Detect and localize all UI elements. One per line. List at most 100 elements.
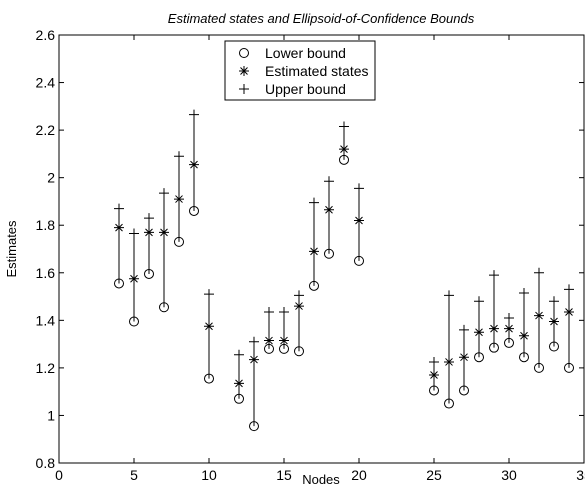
upper-bound-point <box>474 296 484 307</box>
lower-bound-point <box>354 255 364 266</box>
upper-bound-point <box>279 307 289 318</box>
upper-bound-point <box>204 289 214 300</box>
y-tick-label: 2.6 <box>36 27 56 43</box>
estimated-states-point <box>159 227 169 238</box>
lower-bound-point <box>114 278 124 289</box>
y-tick-label: 1.6 <box>36 265 56 281</box>
x-axis-label: Nodes <box>302 472 340 484</box>
upper-bound-point <box>249 336 259 347</box>
y-tick-label: 0.8 <box>36 455 56 471</box>
data-marks <box>114 109 574 432</box>
estimated-states-point <box>324 204 334 215</box>
lower-bound-point <box>534 362 544 373</box>
y-tick-label: 1.4 <box>36 312 56 328</box>
estimated-states-point <box>129 273 139 284</box>
estimated-states-point <box>294 301 304 312</box>
estimated-states-point <box>144 227 154 238</box>
upper-bound-point <box>519 287 529 298</box>
chart-title: Estimated states and Ellipsoid-of-Confid… <box>168 11 475 26</box>
estimated-states-point <box>519 330 529 341</box>
lower-bound-point <box>144 268 154 279</box>
upper-bound-point <box>564 284 574 295</box>
legend-box <box>224 40 376 101</box>
upper-bound-point <box>324 176 334 187</box>
upper-bound-point <box>429 356 439 367</box>
upper-bound-point <box>114 203 124 214</box>
lower-bound-point <box>474 352 484 363</box>
lower-bound-point <box>294 346 304 357</box>
lower-bound-point <box>159 302 169 313</box>
lower-bound-point <box>519 352 529 363</box>
lower-bound-point <box>174 236 184 247</box>
lower-bound-point <box>309 280 319 291</box>
estimated-states-point <box>264 335 274 346</box>
estimated-states-point <box>534 310 544 321</box>
estimated-states-point <box>339 144 349 155</box>
lower-bound-point <box>459 385 469 396</box>
y-tick-label: 1 <box>47 407 55 423</box>
upper-bound-point <box>549 296 559 307</box>
upper-bound-point <box>159 188 169 199</box>
upper-bound-point <box>264 307 274 318</box>
estimated-states-point <box>564 307 574 318</box>
legend-lower-bound-label: Lower bound <box>265 45 346 61</box>
lower-bound-point <box>249 421 259 432</box>
estimated-states-point <box>459 352 469 363</box>
lower-bound-point <box>234 393 244 404</box>
lower-bound-point <box>444 398 454 409</box>
legend: Lower bound Estimated states Upper bound <box>224 40 376 101</box>
y-tick-label: 2 <box>47 170 55 186</box>
estimated-states-point <box>549 316 559 327</box>
legend-estimated-states-label: Estimated states <box>265 63 369 79</box>
x-tick-label: 0 <box>55 467 63 483</box>
estimated-states-point <box>189 159 199 170</box>
x-tick-label: 20 <box>351 467 367 483</box>
upper-bound-point <box>489 270 499 281</box>
upper-bound-point <box>129 228 139 239</box>
estimated-states-point <box>444 356 454 367</box>
upper-bound-point <box>144 213 154 224</box>
lower-bound-point <box>504 337 514 348</box>
y-tick-label: 1.8 <box>36 217 56 233</box>
y-tick-label: 2.2 <box>36 122 56 138</box>
legend-estimated-states-marker <box>239 66 249 76</box>
x-tick-label: 5 <box>130 467 138 483</box>
legend-upper-bound-marker <box>239 84 249 94</box>
estimated-states-point <box>354 215 364 226</box>
axis-ticks: 0 5 10 15 20 25 30 35 0.8 1 1.2 1.4 1.6 1.8 2 2.2 2.4 2.6 <box>36 27 585 483</box>
upper-bound-point <box>534 267 544 278</box>
lower-bound-point <box>324 248 334 259</box>
upper-bound-point <box>294 290 304 301</box>
lower-bound-point <box>189 205 199 216</box>
upper-bound-point <box>174 151 184 162</box>
estimated-states-point <box>279 335 289 346</box>
lower-bound-point <box>429 385 439 396</box>
estimated-states-point <box>474 327 484 338</box>
x-tick-label: 35 <box>576 467 585 483</box>
lower-bound-point <box>339 154 349 165</box>
upper-bound-point <box>309 197 319 208</box>
estimated-states-point <box>309 246 319 257</box>
upper-bound-point <box>339 121 349 132</box>
lower-bound-point <box>129 316 139 327</box>
upper-bound-point <box>354 183 364 194</box>
legend-lower-bound-marker <box>239 48 249 58</box>
legend-upper-bound-label: Upper bound <box>265 81 346 97</box>
plot-area <box>58 34 585 464</box>
estimated-states-point <box>489 323 499 334</box>
lower-bound-point <box>489 342 499 353</box>
x-tick-label: 30 <box>501 467 517 483</box>
upper-bound-point <box>234 349 244 360</box>
y-tick-label: 1.2 <box>36 360 56 376</box>
upper-bound-point <box>504 312 514 323</box>
estimated-states-point <box>114 222 124 233</box>
estimated-states-point <box>429 370 439 381</box>
y-axis-label: Estimates <box>4 220 19 278</box>
x-tick-label: 25 <box>426 467 442 483</box>
estimated-states-point <box>234 378 244 389</box>
y-tick-label: 2.4 <box>36 75 56 91</box>
upper-bound-point <box>459 324 469 335</box>
estimated-states-point <box>504 323 514 334</box>
upper-bound-point <box>444 290 454 301</box>
